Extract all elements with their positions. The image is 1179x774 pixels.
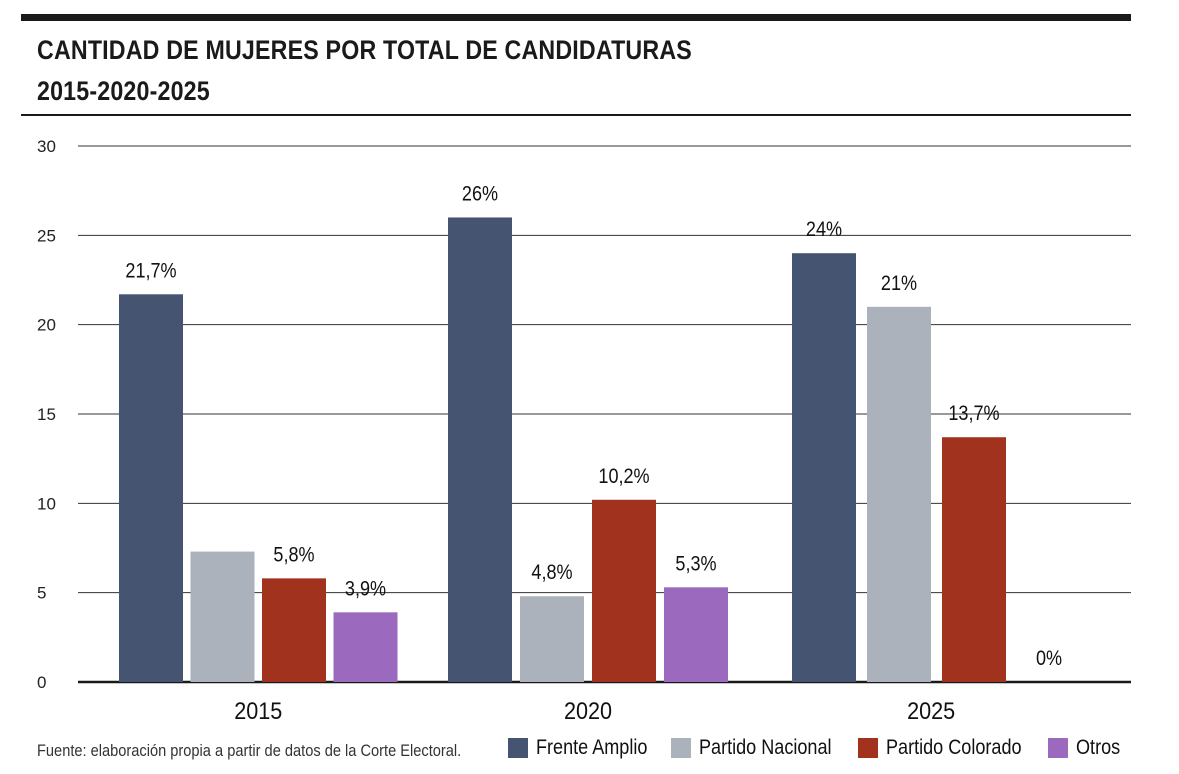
labels-layer: 05101520253021,7%5,8%3,9%201526%4,8%10,2… <box>37 137 1062 724</box>
data-label: 26% <box>462 182 498 206</box>
bar <box>262 578 326 682</box>
chart-subtitle: 2015-2020-2025 <box>37 76 210 106</box>
y-tick-label: 5 <box>37 584 46 603</box>
data-label: 3,9% <box>345 577 386 601</box>
legend-item: Otros <box>1048 736 1121 760</box>
bar <box>592 499 656 682</box>
data-label: 5,3% <box>675 552 716 576</box>
legend-label: Otros <box>1076 736 1121 759</box>
legend-item: Frente Amplio <box>508 736 658 760</box>
y-tick-label: 30 <box>37 137 56 156</box>
x-tick-label: 2025 <box>907 697 955 724</box>
legend-label: Partido Nacional <box>698 736 832 759</box>
x-tick-label: 2015 <box>234 697 282 724</box>
bars-layer <box>119 217 1006 682</box>
bar <box>119 294 183 682</box>
x-tick-label: 2020 <box>564 697 612 724</box>
y-tick-label: 10 <box>37 494 56 513</box>
bar <box>664 587 728 682</box>
legend-swatch <box>1048 738 1069 758</box>
data-label: 10,2% <box>598 465 649 489</box>
legend-swatch <box>857 738 878 758</box>
bar <box>792 253 856 682</box>
bar <box>448 217 512 682</box>
legend-swatch <box>508 738 528 758</box>
y-tick-label: 25 <box>37 226 56 245</box>
legend-label: Frente Amplio <box>536 736 648 759</box>
data-label: 21% <box>881 272 917 296</box>
data-label: 4,8% <box>531 561 572 585</box>
y-tick-label: 20 <box>37 316 56 335</box>
title-rule <box>21 114 1131 116</box>
bar <box>333 612 398 682</box>
legend-swatch <box>670 738 691 758</box>
bar <box>190 551 255 682</box>
legend: Frente Amplio Partido Nacional Partido Col… <box>508 736 1120 760</box>
chart-title: CANTIDAD DE MUJERES POR TOTAL DE CANDIDA… <box>37 35 692 65</box>
data-label: 13,7% <box>948 402 999 426</box>
legend-label: Partido Colorado <box>885 736 1022 759</box>
top-rule <box>21 14 1131 21</box>
data-label: 21,7% <box>125 259 176 283</box>
data-label: 5,8% <box>273 543 314 567</box>
y-tick-label: 15 <box>37 405 56 424</box>
legend-item: Partido Colorado <box>857 736 1036 760</box>
legend-item: Partido Nacional <box>670 736 845 760</box>
source-note: Fuente: elaboración propia a partir de d… <box>37 741 462 760</box>
data-label: 0% <box>1036 647 1062 671</box>
bar <box>942 437 1006 682</box>
data-label: 24% <box>806 218 842 242</box>
bar <box>867 306 931 682</box>
y-tick-label: 0 <box>37 673 46 692</box>
bar <box>520 596 584 682</box>
